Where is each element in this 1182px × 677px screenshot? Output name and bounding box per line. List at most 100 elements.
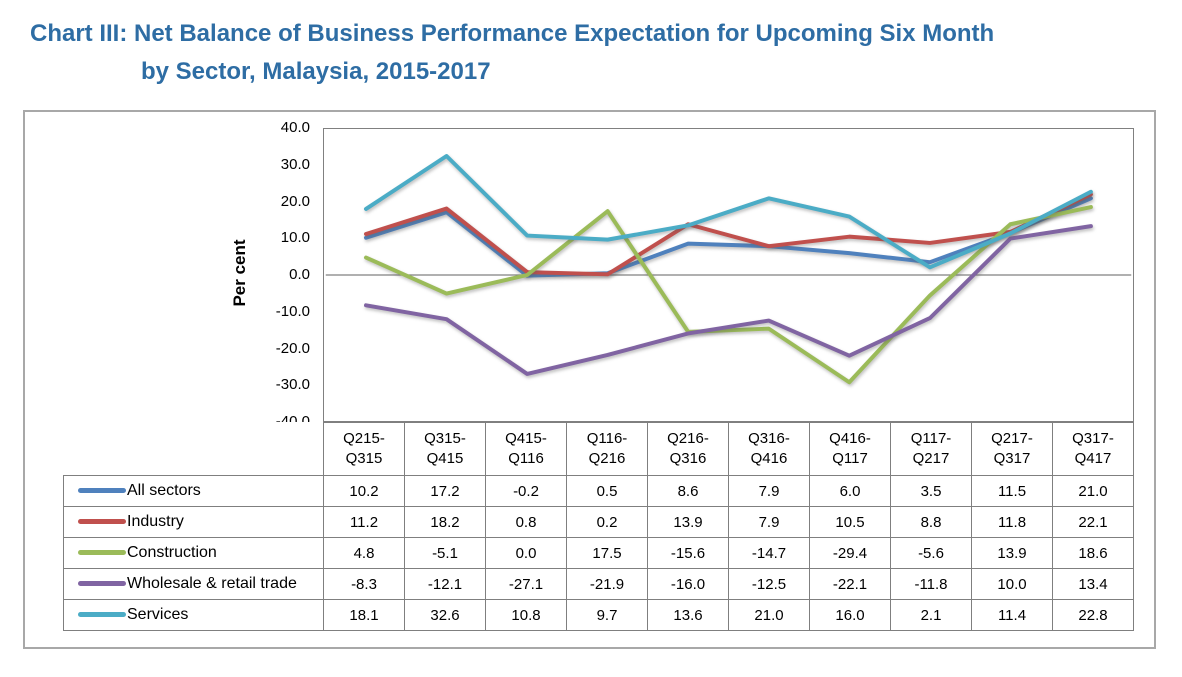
- value-cell: 11.4: [971, 599, 1053, 631]
- value-cell: 13.9: [647, 506, 729, 538]
- value-cell: 0.0: [485, 537, 567, 569]
- value-cell: 7.9: [728, 506, 810, 538]
- series-line-all-sectors: [363, 196, 1093, 278]
- category-header-cell: Q217- Q317: [971, 422, 1053, 476]
- category-header-cell: Q117- Q217: [890, 422, 972, 476]
- value-cell: 0.2: [566, 506, 648, 538]
- value-cell: 18.1: [323, 599, 405, 631]
- value-cell: 9.7: [566, 599, 648, 631]
- series-name-label: Services: [127, 606, 189, 624]
- y-tick-label: 20.0: [280, 192, 310, 210]
- y-tick-label: 10.0: [280, 229, 310, 247]
- category-header-cell: Q215- Q315: [323, 422, 405, 476]
- value-cell: -5.6: [890, 537, 972, 569]
- y-tick-label: -20.0: [275, 339, 310, 357]
- chart-container: Per cent 40.0 30.0 20.0 10.0 0.0 -10.0 -20.0 -3…: [23, 110, 1156, 649]
- y-tick-label: 40.0: [280, 119, 310, 136]
- value-cell: -12.5: [728, 568, 810, 600]
- legend-swatch-icon: [78, 518, 126, 524]
- value-cell: 11.8: [971, 506, 1053, 538]
- value-cell: -21.9: [566, 568, 648, 600]
- value-cell: -16.0: [647, 568, 729, 600]
- table-row: All sectors 10.2 17.2 -0.2 0.5 8.6 7.9 6.0 3.5 11…: [63, 475, 1134, 507]
- category-header-cell: Q415- Q116: [485, 422, 567, 476]
- data-table: Q215- Q315 Q315- Q415 Q415- Q116 Q116- Q216 Q216…: [63, 422, 1134, 631]
- line-plot-area: [323, 128, 1134, 422]
- series-name-label: Construction: [127, 544, 217, 562]
- value-cell: -27.1: [485, 568, 567, 600]
- value-cell: -8.3: [323, 568, 405, 600]
- value-cell: 17.5: [566, 537, 648, 569]
- value-cell: 10.5: [809, 506, 891, 538]
- series-line-industry: [363, 192, 1093, 277]
- category-header-cell: Q316- Q416: [728, 422, 810, 476]
- series-line-services: [363, 154, 1093, 270]
- series-name-label: Wholesale & retail trade: [127, 575, 297, 593]
- value-cell: 18.6: [1052, 537, 1134, 569]
- table-row: Industry 11.2 18.2 0.8 0.2 13.9 7.9 10.5 8.8 11.8…: [63, 506, 1134, 538]
- value-cell: 21.0: [728, 599, 810, 631]
- category-header-cell: Q315- Q415: [404, 422, 486, 476]
- y-tick-label: -30.0: [275, 376, 310, 394]
- legend-cell: All sectors: [63, 475, 324, 507]
- category-header-cell: Q216- Q316: [647, 422, 729, 476]
- series-name-label: All sectors: [127, 482, 201, 500]
- value-cell: 22.8: [1052, 599, 1134, 631]
- category-header-cell: Q416- Q117: [809, 422, 891, 476]
- category-header-cell: Q317- Q417: [1052, 422, 1134, 476]
- value-cell: 21.0: [1052, 475, 1134, 507]
- value-cell: 13.6: [647, 599, 729, 631]
- value-cell: 22.1: [1052, 506, 1134, 538]
- value-cell: 10.8: [485, 599, 567, 631]
- table-row: Wholesale & retail trade -8.3 -12.1 -27.1 -2…: [63, 568, 1134, 600]
- value-cell: 0.5: [566, 475, 648, 507]
- value-cell: 16.0: [809, 599, 891, 631]
- legend-swatch-icon: [78, 487, 126, 493]
- legend-swatch-icon: [78, 549, 126, 555]
- series-name-label: Industry: [127, 513, 184, 531]
- y-tick-label: 30.0: [280, 155, 310, 173]
- legend-cell: Industry: [63, 506, 324, 538]
- value-cell: 17.2: [404, 475, 486, 507]
- value-cell: 32.6: [404, 599, 486, 631]
- table-row: Services 18.1 32.6 10.8 9.7 13.6 21.0 16.0 2.1 11…: [63, 599, 1134, 631]
- value-cell: -11.8: [890, 568, 972, 600]
- value-cell: -29.4: [809, 537, 891, 569]
- y-tick-label: -10.0: [275, 302, 310, 320]
- legend-cell: Construction: [63, 537, 324, 569]
- value-cell: 6.0: [809, 475, 891, 507]
- table-header-row: Q215- Q315 Q315- Q415 Q415- Q116 Q116- Q216 Q216…: [64, 422, 1134, 476]
- value-cell: 11.5: [971, 475, 1053, 507]
- value-cell: 7.9: [728, 475, 810, 507]
- value-cell: 10.0: [971, 568, 1053, 600]
- value-cell: 13.9: [971, 537, 1053, 569]
- value-cell: 2.1: [890, 599, 972, 631]
- value-cell: 4.8: [323, 537, 405, 569]
- value-cell: 3.5: [890, 475, 972, 507]
- value-cell: 8.6: [647, 475, 729, 507]
- value-cell: 8.8: [890, 506, 972, 538]
- value-cell: -22.1: [809, 568, 891, 600]
- chart-title-line1: Chart III: Net Balance of Business Perfo…: [30, 20, 995, 47]
- value-cell: 0.8: [485, 506, 567, 538]
- value-cell: -0.2: [485, 475, 567, 507]
- table-corner-cell: [64, 423, 324, 476]
- y-axis-tick-labels: 40.030.020.010.00.0-10.0-20.0-30.0-40.0: [25, 119, 310, 430]
- legend-swatch-icon: [78, 611, 126, 617]
- value-cell: -14.7: [728, 537, 810, 569]
- value-cell: 13.4: [1052, 568, 1134, 600]
- y-tick-label: 0.0: [289, 266, 310, 283]
- category-header-cell: Q116- Q216: [566, 422, 648, 476]
- series-line-wholesale-retail-trade: [363, 224, 1093, 376]
- value-cell: -15.6: [647, 537, 729, 569]
- legend-cell: Wholesale & retail trade: [63, 568, 324, 600]
- legend-swatch-icon: [78, 580, 126, 586]
- value-cell: 18.2: [404, 506, 486, 538]
- value-cell: -12.1: [404, 568, 486, 600]
- chart-title-line2: by Sector, Malaysia, 2015-2017: [141, 58, 491, 85]
- series-line-construction: [363, 205, 1093, 385]
- value-cell: 11.2: [323, 506, 405, 538]
- value-cell: 10.2: [323, 475, 405, 507]
- legend-cell: Services: [63, 599, 324, 631]
- value-cell: -5.1: [404, 537, 486, 569]
